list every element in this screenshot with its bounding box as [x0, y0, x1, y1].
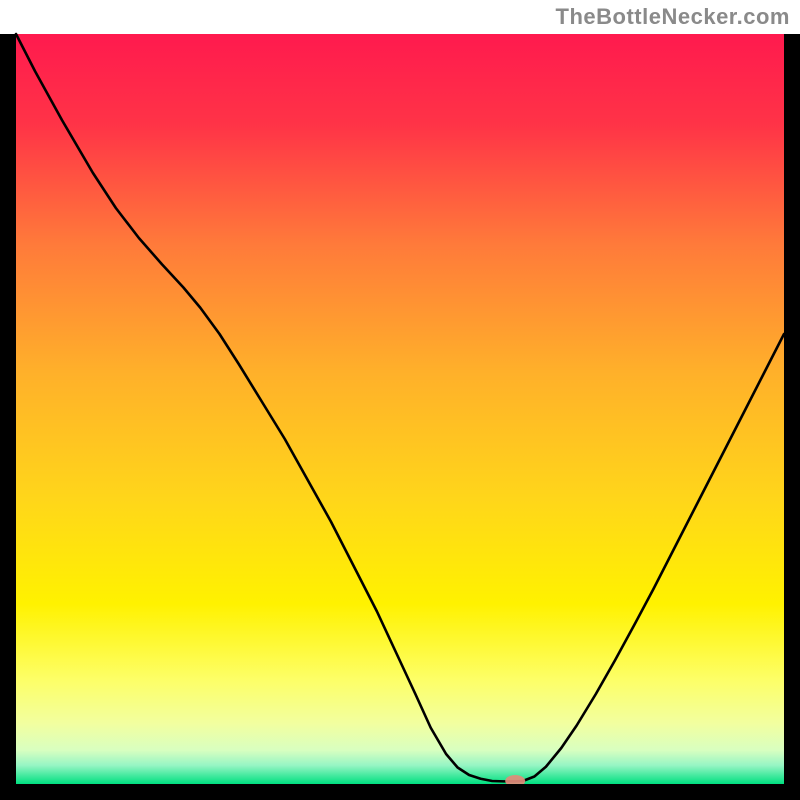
gradient-background	[16, 34, 784, 784]
chart-canvas	[0, 0, 800, 800]
bottleneck-chart: TheBottleNecker.com	[0, 0, 800, 800]
chart-frame	[0, 34, 16, 784]
chart-frame	[784, 34, 800, 784]
chart-frame	[0, 784, 800, 800]
watermark-label: TheBottleNecker.com	[556, 4, 790, 30]
